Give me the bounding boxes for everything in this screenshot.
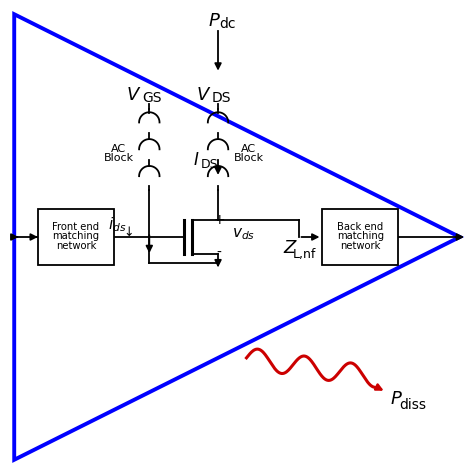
Text: L,nf: L,nf	[293, 248, 316, 261]
Text: GS: GS	[142, 91, 162, 105]
Text: network: network	[340, 240, 381, 251]
Text: Block: Block	[234, 153, 264, 163]
Text: +: +	[213, 213, 225, 228]
FancyBboxPatch shape	[38, 209, 114, 265]
Text: $P$: $P$	[390, 390, 403, 408]
Text: $I$: $I$	[192, 151, 199, 169]
Text: $Z$: $Z$	[283, 239, 299, 257]
Text: $P$: $P$	[208, 12, 220, 30]
Text: $V$: $V$	[196, 86, 211, 104]
Text: dc: dc	[219, 17, 236, 31]
Text: DS: DS	[201, 157, 219, 171]
Text: diss: diss	[399, 398, 426, 412]
Text: Front end: Front end	[52, 221, 100, 232]
Text: $V$: $V$	[126, 86, 141, 104]
Text: AC: AC	[111, 144, 126, 155]
Text: matching: matching	[337, 231, 384, 241]
FancyBboxPatch shape	[322, 209, 398, 265]
Text: $i_{ds}$: $i_{ds}$	[109, 216, 127, 235]
Text: DS: DS	[212, 91, 231, 105]
Text: $\downarrow$: $\downarrow$	[121, 225, 133, 239]
Text: -: -	[217, 246, 221, 260]
Text: matching: matching	[52, 231, 100, 241]
Text: AC: AC	[241, 144, 256, 155]
Text: Back end: Back end	[337, 221, 383, 232]
Text: $v_{ds}$: $v_{ds}$	[232, 226, 255, 242]
Text: Block: Block	[103, 153, 134, 163]
Text: network: network	[55, 240, 96, 251]
